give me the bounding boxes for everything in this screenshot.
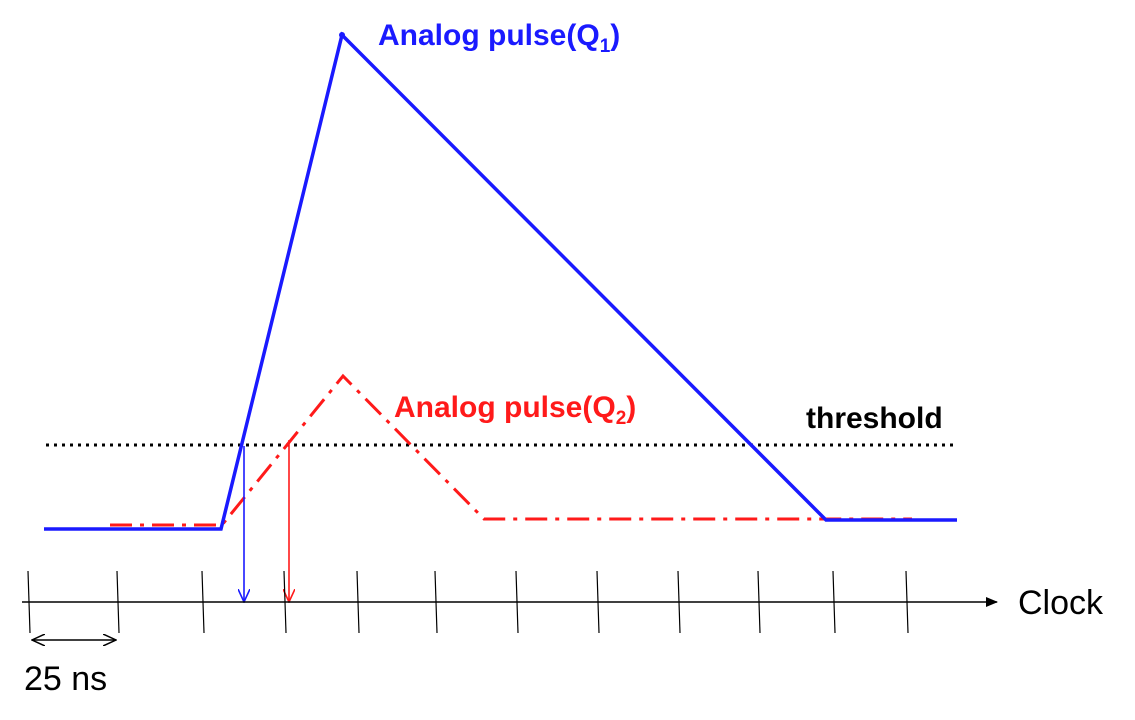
clock-tick: [116, 570, 120, 634]
clock-tick: [434, 570, 438, 634]
q2-pulse-line: [110, 373, 912, 527]
clock-tick: [905, 570, 909, 634]
clock-tick: [356, 570, 360, 634]
clock-ticks: [27, 570, 909, 634]
q2-label: Analog pulse(Q2): [394, 391, 636, 429]
clock-tick: [757, 570, 761, 634]
clock-label: Clock: [1018, 584, 1104, 622]
clock-tick: [832, 570, 836, 634]
threshold-label: threshold: [806, 402, 943, 435]
q1-peak-marker: [339, 32, 345, 38]
q1-pulse-line: [44, 31, 957, 531]
clock-tick: [27, 570, 31, 634]
clock-tick: [596, 570, 600, 634]
q1-label: Analog pulse(Q1): [378, 19, 620, 57]
clock-tick: [283, 570, 287, 634]
clock-tick: [201, 570, 205, 634]
period-label: 25 ns: [24, 660, 107, 698]
clock-tick: [515, 570, 519, 634]
clock-tick: [677, 570, 681, 634]
